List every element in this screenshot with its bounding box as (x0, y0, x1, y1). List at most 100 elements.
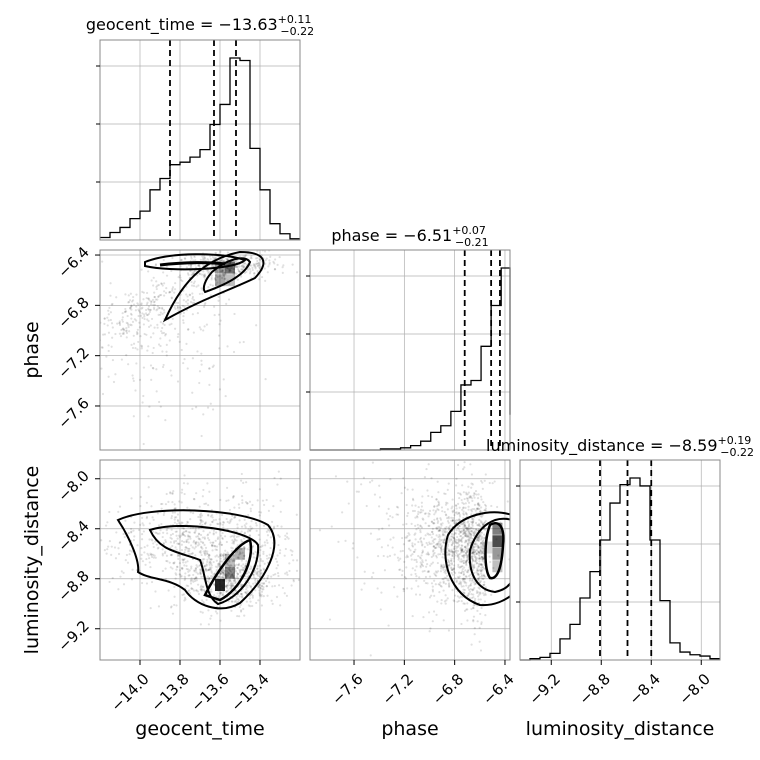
sample-point (451, 511, 455, 514)
sample-point (150, 555, 154, 558)
sample-point (204, 565, 207, 568)
sample-point (254, 550, 257, 553)
sample-point (114, 332, 117, 336)
sample-point (236, 265, 239, 269)
sample-point (433, 551, 436, 555)
sample-point (437, 491, 440, 494)
sample-point (131, 299, 135, 302)
sample-point (149, 308, 152, 312)
sample-point (277, 543, 280, 547)
sample-point (462, 528, 465, 532)
sample-point (426, 532, 429, 535)
sample-point (267, 574, 270, 577)
sample-point (279, 549, 282, 552)
sample-point (221, 269, 224, 272)
sample-point (184, 598, 187, 601)
sample-point (276, 554, 279, 557)
sample-point (396, 595, 399, 598)
sample-point (483, 594, 486, 597)
sample-point (183, 474, 186, 477)
sample-point (199, 623, 202, 626)
sample-point (192, 497, 196, 501)
sample-point (470, 486, 473, 489)
sample-point (285, 532, 289, 535)
sample-point (106, 521, 109, 524)
sample-point (194, 259, 197, 262)
sample-point (405, 536, 408, 539)
sample-point (203, 552, 206, 555)
sample-point (460, 558, 463, 561)
sample-point (482, 545, 485, 548)
sample-point (173, 595, 176, 598)
sample-point (132, 415, 135, 418)
sample-point (240, 264, 244, 267)
x-axis-label: phase (381, 718, 438, 740)
sample-point (204, 549, 207, 552)
sample-point (175, 534, 178, 537)
sample-point (208, 577, 211, 580)
y-axis-label: phase (21, 321, 43, 378)
sample-point (406, 512, 410, 515)
sample-point (477, 569, 480, 572)
sample-point (162, 542, 165, 545)
sample-point (237, 553, 241, 556)
sample-point (241, 501, 244, 505)
sample-point (232, 495, 235, 498)
sample-point (146, 552, 149, 555)
sample-point (173, 288, 177, 291)
sample-point (516, 513, 518, 515)
sample-point (199, 521, 203, 524)
sample-point (156, 298, 159, 301)
sample-point (441, 530, 444, 533)
sample-point (232, 494, 235, 498)
sample-point (169, 566, 172, 569)
sample-point (160, 330, 163, 333)
sample-point (268, 259, 271, 262)
sample-point (261, 499, 265, 502)
sample-point (228, 568, 231, 571)
sample-point (471, 523, 474, 526)
sample-point (407, 547, 411, 550)
sample-point (260, 572, 264, 575)
sample-point (475, 552, 478, 555)
sample-point (206, 269, 209, 272)
sample-point (262, 582, 265, 585)
sample-point (457, 555, 460, 558)
y-tick-label: −7.2 (54, 344, 92, 382)
sample-point (466, 534, 469, 538)
sample-point (460, 498, 463, 502)
sample-point (435, 613, 438, 616)
sample-point (472, 618, 475, 622)
sample-point (443, 566, 446, 569)
sample-point (180, 491, 183, 494)
sample-point (188, 547, 191, 550)
sample-point (199, 570, 202, 573)
sample-point (224, 584, 227, 588)
sample-point (463, 525, 467, 528)
sample-point (461, 523, 464, 526)
sample-point (473, 555, 477, 558)
sample-point (259, 511, 263, 514)
sample-point (480, 552, 484, 555)
sample-point (198, 381, 201, 385)
sample-point (197, 264, 200, 267)
sample-point (476, 537, 479, 540)
sample-point (432, 545, 435, 548)
sample-point (213, 594, 216, 597)
sample-point (213, 544, 216, 548)
contour-inner (484, 521, 505, 580)
sample-point (407, 532, 410, 535)
sample-point (259, 586, 262, 589)
sample-point (236, 523, 239, 526)
sample-point (210, 274, 213, 277)
sample-point (443, 510, 446, 514)
sample-point (231, 582, 235, 585)
sample-point (243, 591, 247, 594)
sample-point (256, 256, 259, 260)
sample-point (480, 570, 483, 573)
sample-point (440, 563, 443, 566)
sample-point (223, 535, 227, 538)
sample-point (217, 334, 221, 337)
sample-point (183, 257, 186, 260)
sample-point (151, 298, 155, 301)
